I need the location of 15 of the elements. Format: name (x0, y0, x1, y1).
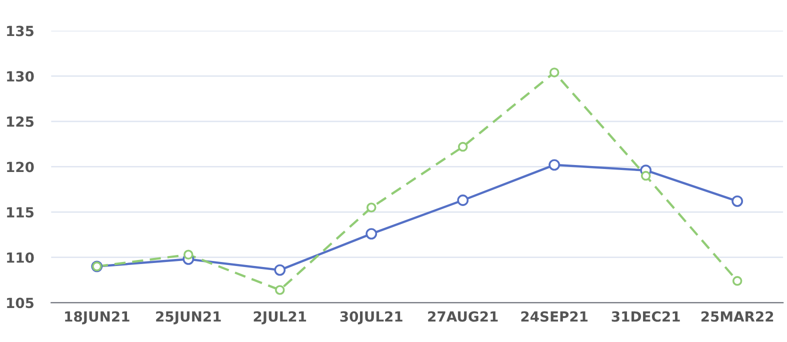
x-tick-label: 25JUN21 (156, 311, 221, 324)
y-tick-label: 135 (7, 26, 34, 36)
x-tick-label: 31DEC21 (612, 311, 680, 322)
x-tick-label: 27AUG21 (428, 311, 498, 322)
x-tick-label: 24SEP21 (521, 311, 588, 322)
y-tick-label: 105 (7, 298, 34, 308)
x-tick-label: 30JUL21 (340, 311, 402, 324)
y-tick-label: 110 (7, 252, 34, 263)
x-tick-label: 25MAR22 (701, 311, 774, 322)
y-tick-label: 130 (7, 71, 34, 82)
y-tick-label: 120 (7, 162, 34, 172)
x-tick-label: 18JUN21 (65, 311, 130, 324)
x-tick-label: 2JUL21 (254, 311, 306, 324)
y-tick-label: 125 (7, 116, 34, 127)
y-tick-label: 115 (7, 207, 34, 218)
